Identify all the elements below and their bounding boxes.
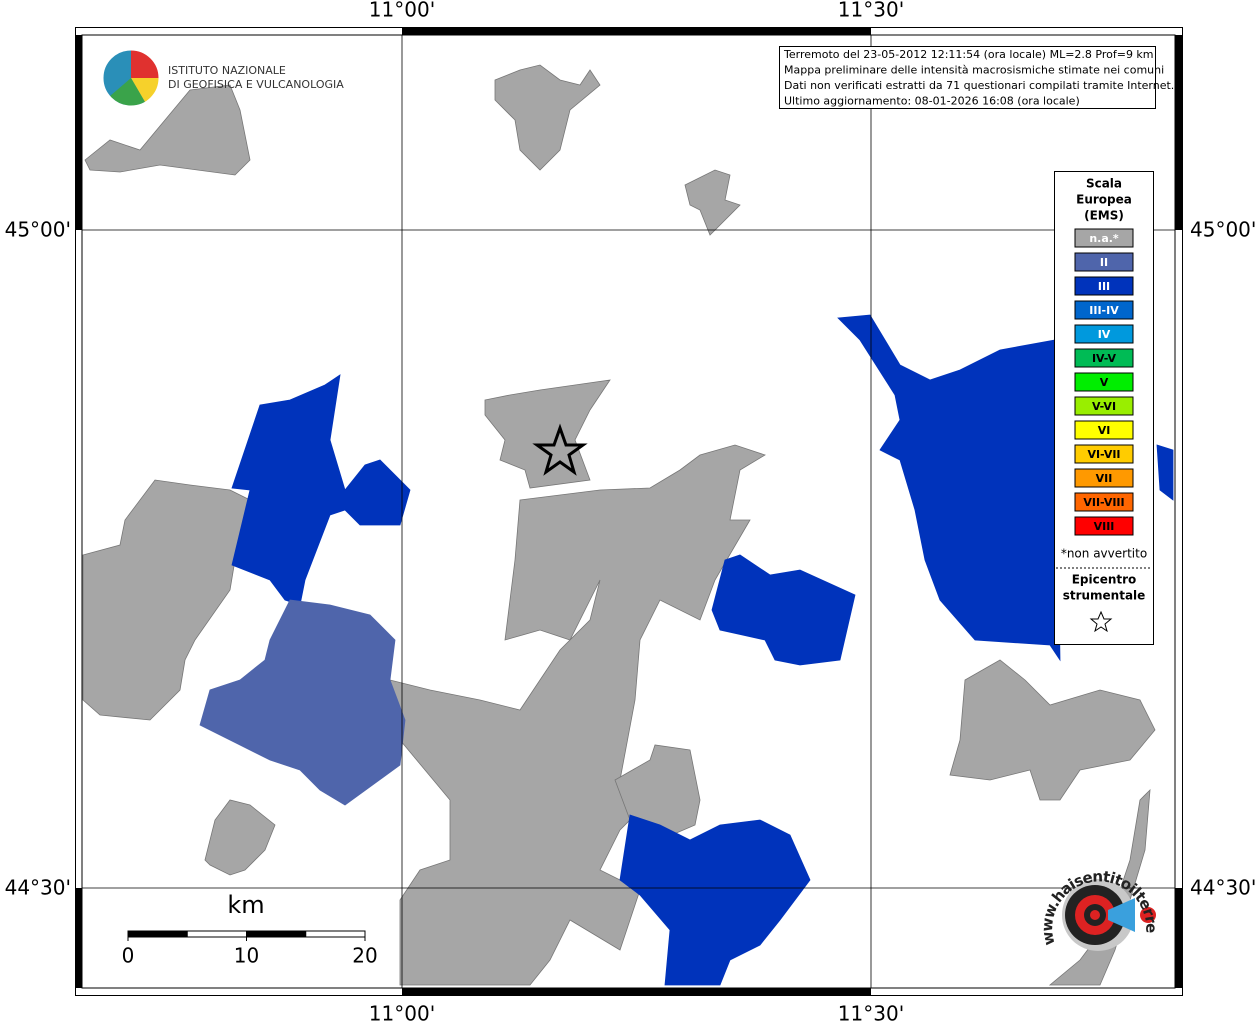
legend-swatch xyxy=(1074,516,1134,536)
legend-label: VIII xyxy=(1094,520,1115,533)
scale-segment xyxy=(186,930,247,938)
info-line: Ultimo aggiornamento: 08-01-2026 16:08 (… xyxy=(784,95,1080,108)
legend-label: VI xyxy=(1098,424,1111,437)
legend-label: n.a.* xyxy=(1089,232,1119,245)
legend-label: IV xyxy=(1098,328,1111,341)
legend-label: VII xyxy=(1096,472,1113,485)
scale-bar: km 0 10 20 xyxy=(122,891,378,968)
info-lines: Terremoto del 23-05-2012 12:11:54 (ora l… xyxy=(783,48,1174,108)
lat-label: 45°00' xyxy=(5,218,71,242)
scale-segment xyxy=(305,930,366,938)
scale-segment xyxy=(246,930,307,938)
legend-items: ScalaEuropea(EMS)n.a.*IIIIIIII-IVIVIV-VV… xyxy=(1061,177,1147,603)
legend-swatch xyxy=(1074,468,1134,488)
info-line: Dati non verificati estratti da 71 quest… xyxy=(784,79,1174,92)
legend-swatch xyxy=(1074,396,1134,416)
lat-label: 44°30' xyxy=(5,876,71,900)
lon-label: 11°00' xyxy=(369,1002,435,1025)
legend-title: Europea xyxy=(1076,193,1132,207)
legend-swatch xyxy=(1074,252,1134,272)
legend-swatch xyxy=(1074,420,1134,440)
logo-text: DI GEOFISICA E VULCANOLOGIA xyxy=(168,78,344,91)
legend-label: VII-VIII xyxy=(1083,496,1124,509)
legend-label: V xyxy=(1100,376,1109,389)
scale-unit: km xyxy=(227,891,264,919)
lon-label: 11°00' xyxy=(369,0,435,22)
scale-label: 10 xyxy=(234,944,259,968)
legend-star xyxy=(1089,610,1113,633)
legend-swatch xyxy=(1074,444,1134,464)
info-box xyxy=(779,46,1156,109)
legend-label: VI-VII xyxy=(1087,448,1120,461)
municipalities xyxy=(82,64,1174,986)
legend-swatch xyxy=(1074,228,1134,248)
legend-swatch xyxy=(1074,348,1134,368)
legend-label: IV-V xyxy=(1092,352,1117,365)
legend-title: Scala xyxy=(1086,177,1122,191)
scale-segment xyxy=(127,930,188,938)
legend-epicentre: strumentale xyxy=(1063,589,1146,603)
lon-label: 11°30' xyxy=(838,1002,904,1025)
lat-label: 45°00' xyxy=(1190,218,1256,242)
legend-label: III xyxy=(1098,280,1110,293)
legend-label: II xyxy=(1100,256,1108,269)
legend-label: III-IV xyxy=(1089,304,1119,317)
legend-swatch xyxy=(1074,300,1134,320)
legend-title: (EMS) xyxy=(1084,209,1124,223)
scale-label: 0 xyxy=(122,944,135,968)
lat-label: 44°30' xyxy=(1190,876,1256,900)
legend-label: V-VI xyxy=(1092,400,1116,413)
legend-swatch xyxy=(1074,324,1134,344)
legend-swatch xyxy=(1074,372,1134,392)
frame xyxy=(75,27,1183,996)
graticule xyxy=(82,35,1175,988)
info-line: Mappa preliminare delle intensità macros… xyxy=(784,64,1164,77)
legend-note: *non avvertito xyxy=(1061,547,1147,561)
lon-label: 11°30' xyxy=(838,0,904,22)
logo-text: ISTITUTO NAZIONALE xyxy=(168,64,286,77)
ingv-logo: ISTITUTO NAZIONALE DI GEOFISICA E VULCAN… xyxy=(102,49,344,107)
legend-swatch xyxy=(1074,492,1134,512)
epicentre-star xyxy=(532,423,588,476)
info-line: Terremoto del 23-05-2012 12:11:54 (ora l… xyxy=(783,48,1154,61)
legend-epicentre: Epicentro xyxy=(1072,573,1137,587)
scale-label: 20 xyxy=(352,944,377,968)
legend-swatch xyxy=(1074,276,1134,296)
